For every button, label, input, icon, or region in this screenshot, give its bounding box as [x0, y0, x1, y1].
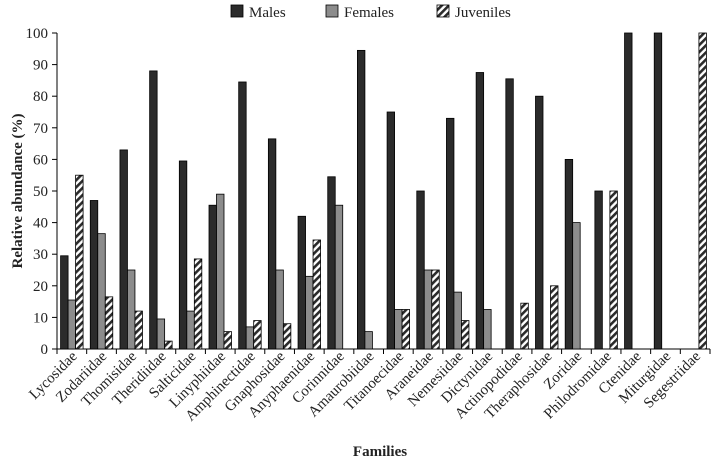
y-tick-label: 40	[33, 216, 48, 232]
bar-juveniles-salticidae	[193, 258, 203, 350]
y-tick-label: 80	[33, 89, 48, 105]
bar-females-salticidae	[186, 310, 195, 350]
bar-females-zodariidae	[97, 233, 106, 350]
bar-males-miturgidae	[653, 32, 663, 350]
y-tick-label: 30	[33, 247, 48, 263]
bar-juveniles-theridiidae	[164, 340, 173, 350]
bar-males-thomisidae	[119, 149, 128, 350]
bar-males-theraphosidae	[535, 95, 544, 350]
bar-females-lycosidae	[67, 299, 76, 350]
y-tick-label: 60	[33, 152, 48, 168]
legend-swatch-females	[325, 4, 339, 18]
legend-label-females: Females	[344, 5, 394, 21]
bar-females-titanoecidae	[394, 309, 403, 350]
bar-males-amaurobiidae	[357, 49, 366, 350]
bar-females-theridiidae	[156, 318, 166, 350]
y-tick-label: 20	[33, 279, 48, 295]
bar-juveniles-anyphaenidae	[312, 239, 321, 350]
legend: Males Females Juveniles	[230, 4, 511, 21]
bar-females-corinnidae	[334, 204, 344, 350]
bar-females-gnaphosidae	[275, 269, 284, 350]
plot-area: 0102030405060708090100LycosidaeZodariida…	[26, 26, 711, 425]
bar-juveniles-theraphosidae	[550, 285, 559, 350]
bar-juveniles-actinopodidae	[520, 302, 529, 350]
legend-swatch-juveniles	[436, 4, 450, 18]
y-tick-label: 10	[33, 310, 48, 326]
bar-males-titanoecidae	[386, 111, 395, 350]
bar-males-salticidae	[178, 160, 188, 350]
y-tick-label: 0	[41, 342, 49, 358]
legend-item-juveniles: Juveniles	[436, 4, 511, 21]
y-tick-label: 70	[33, 121, 48, 137]
bar-males-dictynidae	[475, 72, 485, 350]
bar-males-lycosidae	[60, 255, 69, 350]
bar-juveniles-nemesiidae	[461, 320, 470, 350]
bar-males-nemesiidae	[446, 117, 455, 350]
bar-females-linyphiidae	[216, 193, 225, 350]
legend-label-juveniles: Juveniles	[455, 5, 511, 21]
x-axis-title: Families	[353, 444, 407, 459]
bar-males-philodromidae	[594, 190, 603, 350]
legend-swatch-males	[230, 4, 244, 18]
bar-females-nemesiidae	[453, 291, 462, 350]
bar-females-anyphaenidae	[305, 275, 314, 350]
bar-females-amaurobiidae	[364, 331, 373, 350]
bar-males-linyphiidae	[208, 204, 217, 350]
bar-juveniles-philodromidae	[609, 190, 618, 350]
bar-males-theridiidae	[149, 70, 158, 350]
bar-males-actinopodidae	[505, 78, 514, 350]
bar-females-zoridae	[572, 222, 581, 350]
legend-item-females: Females	[325, 4, 394, 21]
bar-females-amphinectidae	[245, 326, 255, 350]
y-tick-label: 100	[26, 26, 49, 42]
legend-label-males: Males	[249, 5, 286, 21]
bar-juveniles-segestriidae	[698, 32, 707, 350]
bar-males-ctenidae	[624, 32, 633, 350]
bar-females-thomisidae	[127, 269, 136, 350]
legend-item-males: Males	[230, 4, 286, 21]
bar-juveniles-linyphiidae	[223, 331, 232, 350]
bar-juveniles-zodariidae	[104, 296, 114, 350]
bar-males-araneidae	[416, 190, 425, 350]
bar-juveniles-araneidae	[431, 269, 440, 350]
bar-males-corinnidae	[327, 176, 336, 350]
bar-males-gnaphosidae	[267, 138, 277, 350]
bar-juveniles-amphinectidae	[253, 320, 262, 350]
bar-males-zodariidae	[89, 200, 99, 350]
y-tick-label: 90	[33, 58, 48, 74]
y-axis-title: Relative abundance (%)	[10, 114, 26, 269]
bar-juveniles-lycosidae	[75, 174, 84, 350]
bar-juveniles-titanoecidae	[401, 309, 410, 350]
y-tick-label: 50	[33, 184, 48, 200]
bar-juveniles-thomisidae	[134, 310, 143, 350]
bar-juveniles-gnaphosidae	[282, 323, 292, 350]
bar-males-amphinectidae	[238, 81, 247, 350]
bar-females-dictynidae	[483, 309, 492, 350]
bar-males-anyphaenidae	[297, 215, 306, 350]
bar-females-araneidae	[423, 269, 433, 350]
bar-males-zoridae	[564, 158, 574, 350]
